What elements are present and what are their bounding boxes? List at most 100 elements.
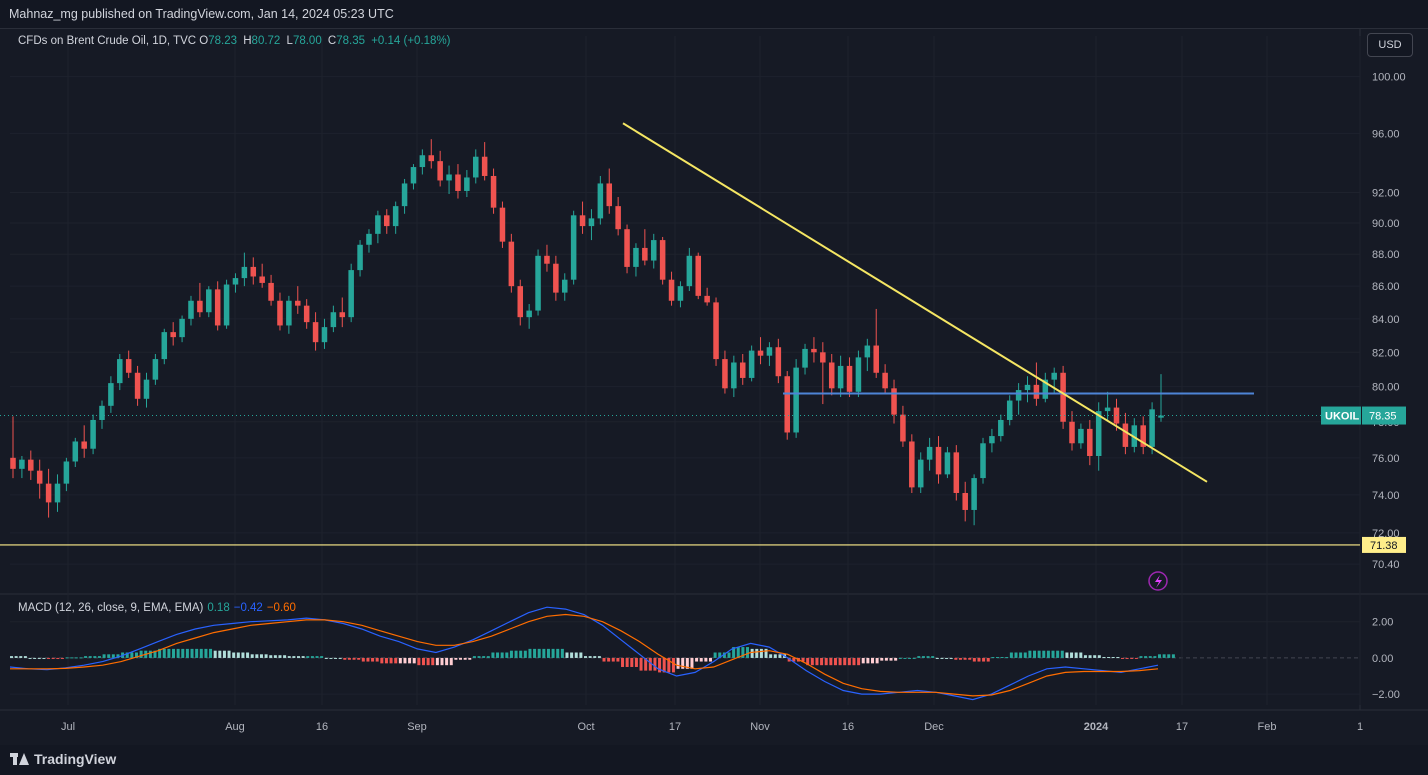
candle-body xyxy=(428,155,435,162)
macd-histogram-bar xyxy=(134,652,138,658)
candle-body xyxy=(45,483,52,503)
candle-body xyxy=(855,357,862,392)
macd-histogram-bar xyxy=(792,657,796,662)
candle-body xyxy=(206,289,212,313)
candle-body xyxy=(170,332,176,338)
candle-body xyxy=(998,419,1004,437)
macd-histogram-bar xyxy=(713,652,717,658)
candle-body xyxy=(241,266,248,279)
macd-histogram-bar xyxy=(505,652,509,658)
macd-histogram-bar xyxy=(1097,655,1101,658)
macd-histogram-bar xyxy=(371,657,375,662)
macd-histogram-bar xyxy=(861,657,865,664)
macd-histogram-bar xyxy=(875,657,879,664)
macd-histogram-bar xyxy=(926,656,930,658)
macd-histogram-bar xyxy=(1144,656,1148,658)
macd-histogram-bar xyxy=(1158,654,1161,658)
macd-histogram-bar xyxy=(125,652,129,658)
macd-histogram-bar xyxy=(1056,650,1060,658)
candle-body xyxy=(553,263,559,293)
macd-histogram-bar xyxy=(634,657,638,667)
candle-body xyxy=(10,457,16,469)
candle-body xyxy=(286,300,292,326)
macd-histogram-bar xyxy=(357,657,361,660)
candle-body xyxy=(161,332,168,360)
candle-body xyxy=(63,461,70,484)
candle-body xyxy=(1104,407,1111,412)
macd-histogram-bar xyxy=(1134,657,1138,659)
time-tick-label: Aug xyxy=(225,721,245,733)
candle-body xyxy=(882,372,888,389)
macd-histogram-bar xyxy=(412,657,416,664)
macd-histogram-bar xyxy=(968,657,972,660)
macd-histogram-bar xyxy=(736,647,740,658)
candle-body xyxy=(481,156,488,176)
macd-histogram-bar xyxy=(963,657,967,660)
macd-histogram-bar xyxy=(1083,655,1087,658)
last-price-label: 78.35 xyxy=(1369,411,1397,423)
macd-histogram-bar xyxy=(292,656,296,658)
macd-histogram-bar xyxy=(222,650,226,658)
macd-histogram-bar xyxy=(491,652,495,658)
macd-histogram-bar xyxy=(644,657,648,671)
macd-histogram-bar xyxy=(162,648,166,658)
macd-histogram-bar xyxy=(93,656,97,658)
macd-histogram-bar xyxy=(408,657,412,664)
candle-body xyxy=(490,175,497,208)
high-value: 80.72 xyxy=(251,35,281,47)
price-tick-label: 82.00 xyxy=(1372,347,1400,359)
horizontal-line-price-box xyxy=(1362,536,1406,553)
macd-histogram-bar xyxy=(454,657,458,660)
candle-body xyxy=(837,365,844,389)
candle-body xyxy=(731,362,737,389)
macd-histogram-bar xyxy=(287,656,291,658)
candle-body xyxy=(633,247,639,267)
macd-histogram-bar xyxy=(871,657,874,664)
macd-hist-value: 0.18 xyxy=(207,602,230,614)
candle-body xyxy=(179,318,185,338)
currency-button[interactable]: USD xyxy=(1367,33,1413,57)
tradingview-logo[interactable]: TradingView xyxy=(10,751,116,767)
macd-histogram-bar xyxy=(421,657,425,666)
symbol-tag xyxy=(1321,406,1361,425)
macd-histogram-bar xyxy=(523,650,527,658)
macd-histogram-bar xyxy=(903,657,907,659)
macd-histogram-bar xyxy=(273,655,277,658)
candle-body xyxy=(117,359,123,384)
candle-body xyxy=(108,383,114,406)
macd-histogram-bar xyxy=(486,656,490,658)
macd-histogram-bar xyxy=(722,652,726,658)
macd-histogram-bar xyxy=(241,652,245,658)
macd-line-value: −0.42 xyxy=(233,602,263,614)
candle-body xyxy=(384,215,390,227)
macd-histogram-bar xyxy=(42,657,46,659)
macd-histogram-bar xyxy=(833,657,837,666)
macd-histogram-bar xyxy=(1000,657,1004,659)
candle-body xyxy=(1122,423,1129,447)
candle-body xyxy=(739,362,746,378)
candle-body xyxy=(464,177,470,191)
time-tick-label: 17 xyxy=(1176,721,1188,733)
macd-histogram-bar xyxy=(908,657,912,659)
macd-histogram-bar xyxy=(33,657,37,659)
candle-body xyxy=(1051,372,1057,380)
macd-histogram-bar xyxy=(65,657,69,659)
macd-histogram-bar xyxy=(172,648,176,658)
macd-histogram-bar xyxy=(528,648,532,658)
candle-body xyxy=(1095,411,1102,457)
candle-body xyxy=(642,247,648,261)
macd-histogram-bar xyxy=(852,657,856,666)
price-tick-label: 86.00 xyxy=(1372,281,1400,293)
macd-histogram-bar xyxy=(1028,650,1032,658)
macd-histogram-bar xyxy=(778,654,782,658)
macd-histogram-bar xyxy=(551,648,555,658)
macd-histogram-bar xyxy=(1093,655,1097,658)
macd-histogram-bar xyxy=(685,657,689,669)
macd-histogram-bar xyxy=(435,657,439,666)
macd-histogram-bar xyxy=(977,657,981,662)
candle-body xyxy=(811,348,817,353)
macd-histogram-bar xyxy=(597,656,601,658)
macd-histogram-bar xyxy=(449,657,453,666)
macd-histogram-bar xyxy=(259,654,263,658)
